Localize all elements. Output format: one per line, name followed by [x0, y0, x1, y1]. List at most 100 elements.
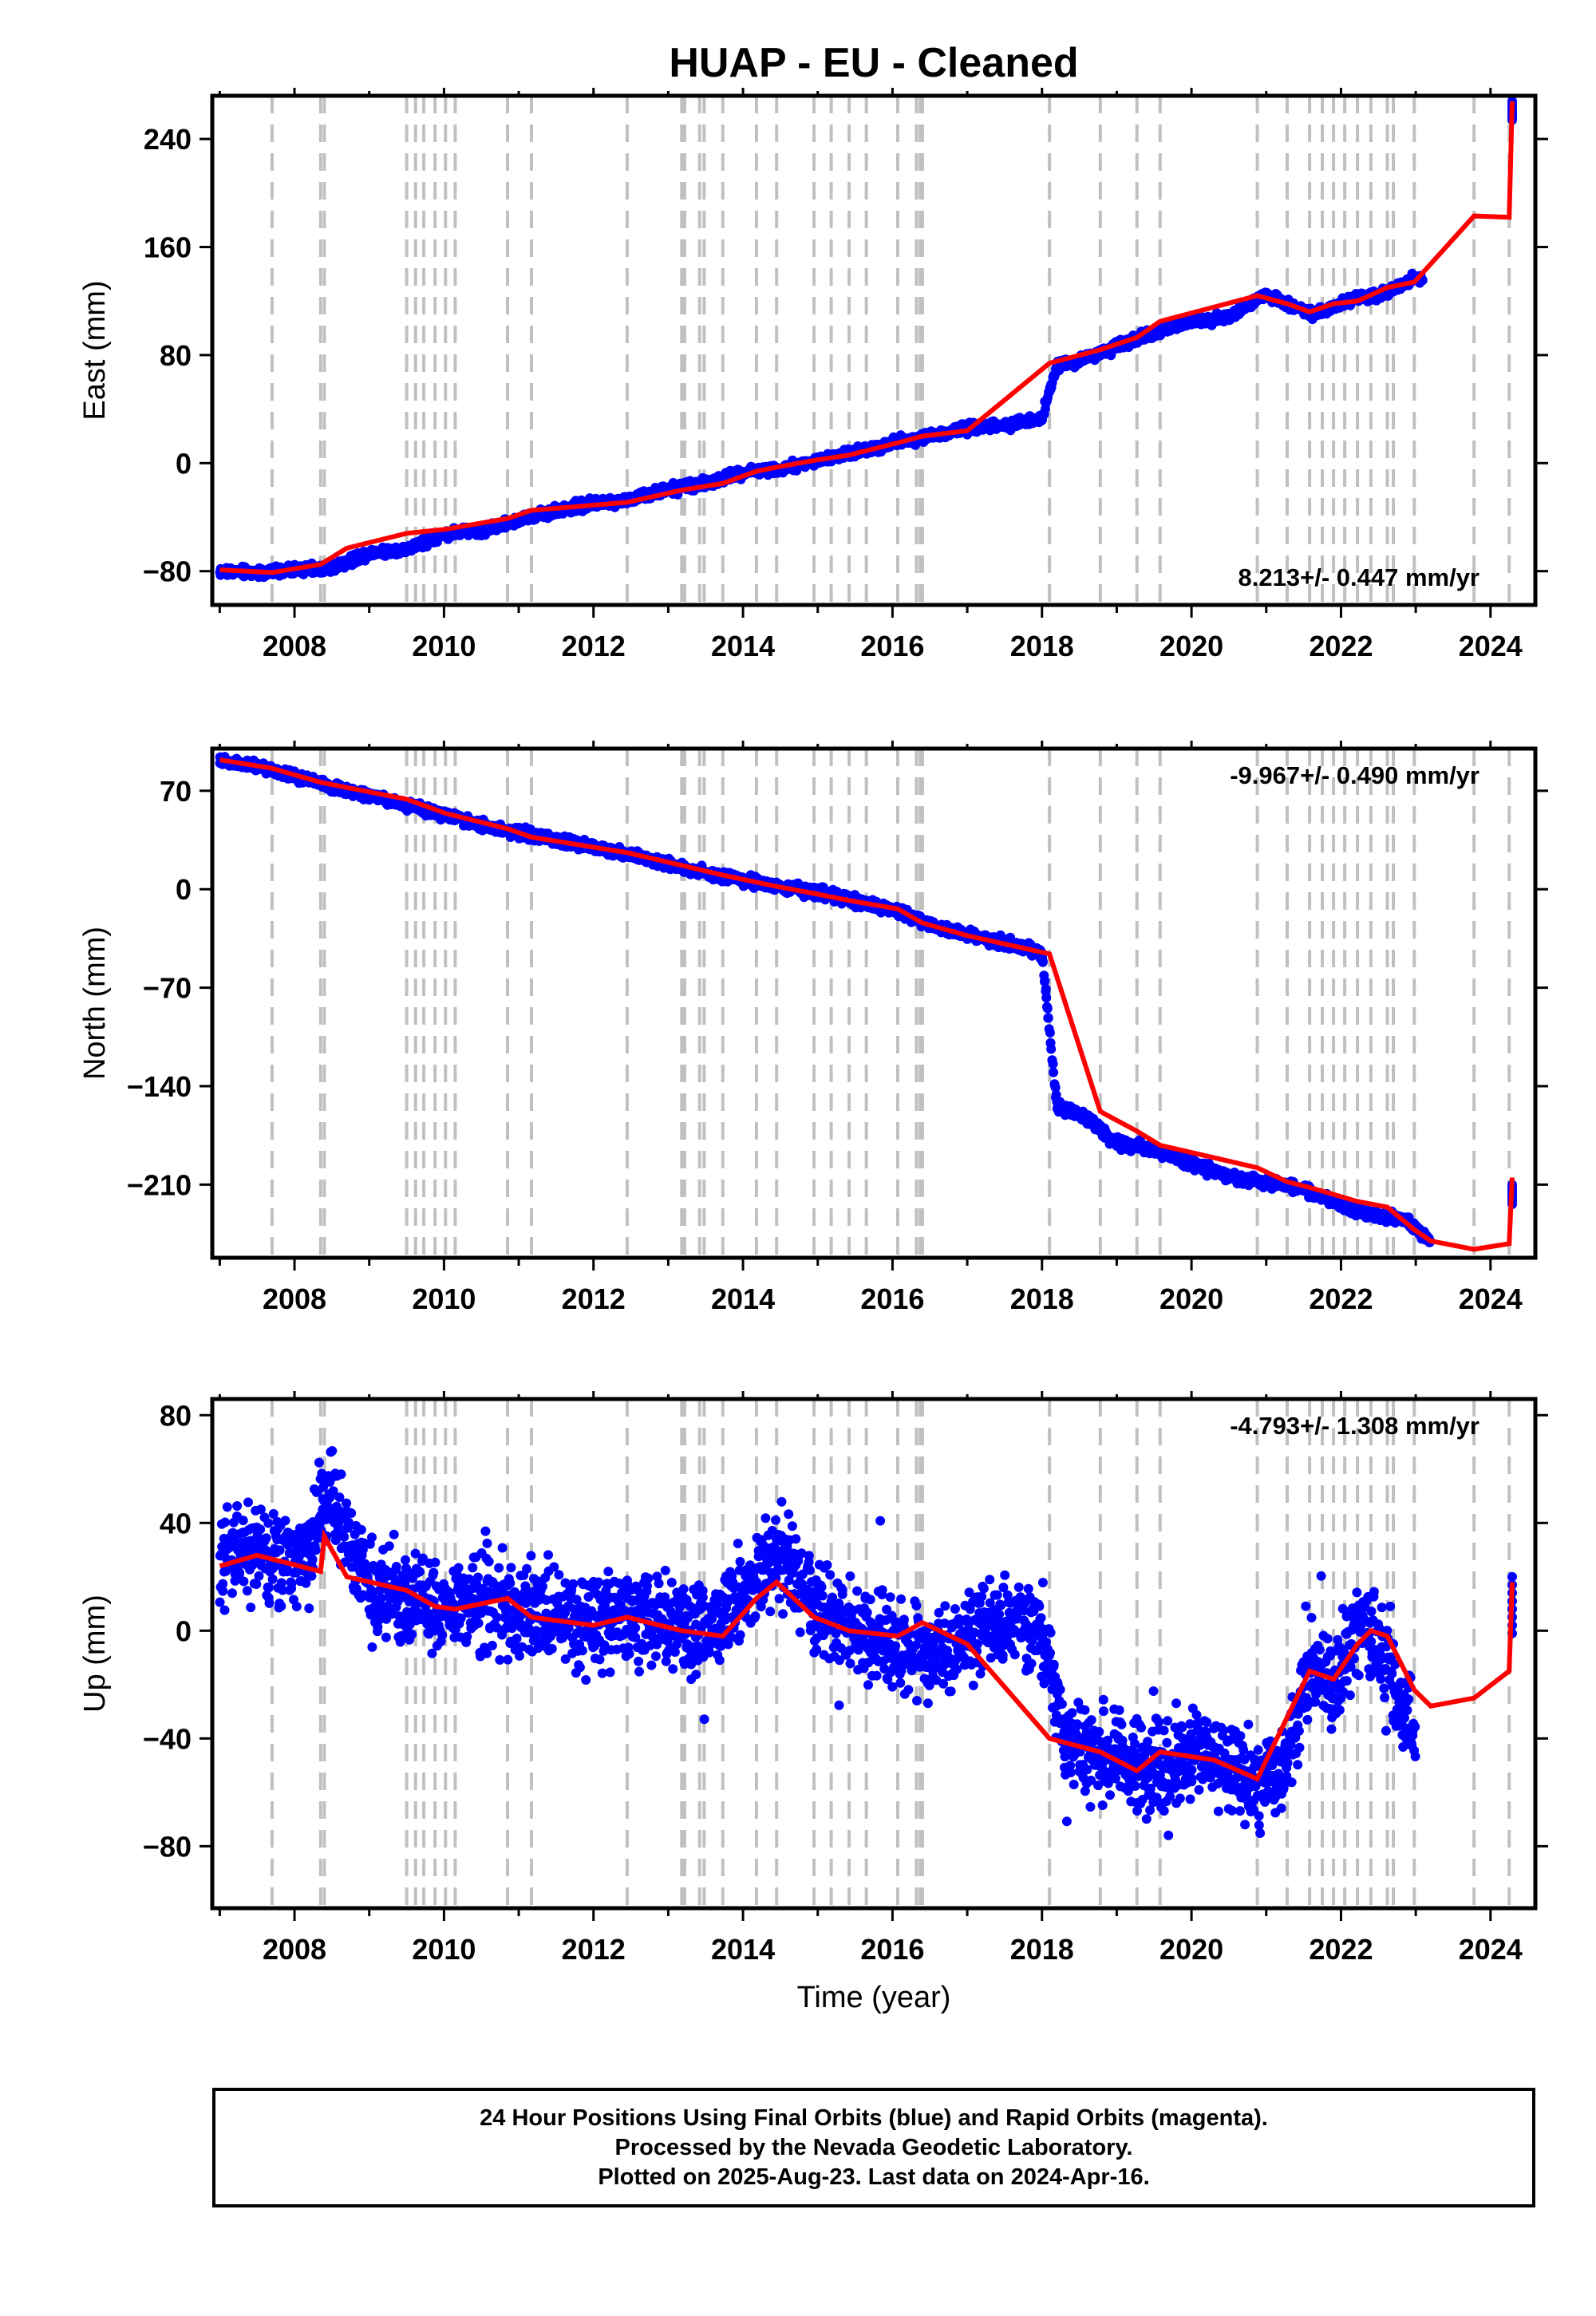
data-point: [1046, 1044, 1057, 1054]
data-point: [1045, 1028, 1055, 1037]
chart-panels: 2008 2010 2012 2014 2016 2018 2020 2022 2024 −80 0…: [78, 88, 1548, 1966]
model-line: [219, 757, 1515, 1252]
x-tick-label: 2024: [1459, 1282, 1523, 1315]
data-point: [318, 1482, 329, 1492]
data-point: [232, 1501, 243, 1511]
data-point: [327, 1446, 338, 1456]
data-point: [242, 1586, 252, 1596]
data-point: [1049, 1067, 1059, 1077]
data-point: [254, 1571, 264, 1581]
data-point: [286, 1579, 297, 1589]
chart-title: HUAP - EU - Cleaned: [669, 40, 1078, 86]
data-point: [276, 1601, 286, 1611]
x-tick-label: 2018: [1010, 630, 1074, 662]
rate-label: 8.213+/- 0.447 mm/yr: [1238, 563, 1479, 591]
data-point: [251, 1579, 262, 1589]
data-point: [334, 1492, 345, 1503]
x-tick-label: 2008: [263, 630, 326, 662]
data-point: [328, 1486, 338, 1496]
data-point: [339, 1531, 350, 1542]
panel-1: 2008 2010 2012 2014 2016 2018 2020 2022 2024−800…: [78, 88, 1548, 662]
x-axis: 2008 2010 2012 2014 2016 2018 2020 2022 2024: [218, 88, 1523, 662]
y-tick-label: 240: [144, 123, 192, 156]
panel-3: 2008 2010 2012 2014 2016 2018 2020 2022 2024−80−…: [78, 1391, 1548, 1966]
y-tick-label: 0: [176, 447, 192, 480]
x-axis: 2008 2010 2012 2014 2016 2018 2020 2022 2024: [218, 741, 1523, 1315]
data-point: [1040, 975, 1050, 986]
plot-frame: [210, 746, 1538, 1260]
data-point: [310, 1545, 321, 1555]
data-point: [215, 1597, 225, 1607]
x-tick-label: 2016: [860, 1282, 924, 1315]
x-tick-label: 2008: [263, 1282, 326, 1315]
data-point: [344, 1517, 354, 1528]
data-point: [307, 1555, 318, 1565]
x-tick-label: 2022: [1309, 1282, 1373, 1315]
x-tick-label: 2018: [1010, 1282, 1074, 1315]
data-point: [264, 1583, 274, 1593]
x-tick-label: 2010: [412, 1282, 476, 1315]
y-tick-label: 160: [144, 231, 192, 264]
y-tick-label: −140: [127, 1070, 192, 1103]
y-tick-label: −80: [143, 555, 192, 588]
data-point: [280, 1516, 290, 1526]
data-point: [255, 1524, 266, 1535]
data-point: [1037, 956, 1048, 966]
data-point: [218, 1579, 228, 1589]
model-line: [219, 101, 1515, 575]
x-tick-label: 2014: [711, 1282, 775, 1315]
data-point: [342, 1498, 352, 1508]
data-point: [219, 1605, 230, 1615]
x-tick-label: 2012: [562, 1282, 626, 1315]
data-point: [306, 1571, 317, 1581]
y-axis: −210 −140 −70 0 70: [127, 775, 1548, 1201]
data-point: [268, 1508, 279, 1519]
data-point: [220, 1517, 230, 1528]
step-epoch-lines: [270, 749, 1511, 1258]
y-tick-label: −70: [143, 972, 192, 1005]
data-point: [336, 1469, 346, 1480]
data-point: [1041, 984, 1051, 994]
data-point: [314, 1457, 324, 1468]
data-point: [246, 1603, 256, 1613]
data-point: [267, 1574, 278, 1584]
x-tick-label: 2020: [1159, 630, 1223, 662]
data-point: [1042, 1003, 1053, 1014]
data-point: [1048, 1059, 1058, 1069]
data-point: [346, 1508, 357, 1518]
data-point: [227, 1588, 237, 1599]
data-point: [238, 1516, 248, 1526]
data-point: [264, 1598, 275, 1608]
y-tick-label: −210: [127, 1168, 192, 1201]
x-tick-label: 2022: [1309, 630, 1373, 662]
data-points: [215, 752, 1517, 1247]
x-tick-label: 2014: [711, 630, 775, 662]
data-point: [222, 1502, 232, 1512]
data-point: [239, 1576, 249, 1587]
data-point: [1041, 993, 1052, 1003]
data-point: [291, 1602, 302, 1611]
data-point: [261, 1533, 271, 1543]
plot-frame: [210, 93, 1538, 607]
y-tick-label: 0: [176, 873, 192, 906]
data-point: [330, 1535, 341, 1545]
data-point: [1043, 1013, 1053, 1023]
x-tick-label: 2012: [562, 630, 626, 662]
data-point: [218, 1586, 228, 1596]
data-point: [1050, 1082, 1061, 1093]
x-tick-label: 2016: [860, 630, 924, 662]
panel-2: 2008 2010 2012 2014 2016 2018 2020 2022 2024−210…: [78, 741, 1548, 1315]
y-tick-label: 70: [160, 775, 192, 808]
x-tick-label: 2024: [1459, 630, 1523, 662]
data-point: [301, 1578, 311, 1588]
data-point: [275, 1545, 285, 1555]
data-point: [235, 1567, 245, 1578]
data-point: [278, 1585, 288, 1595]
data-point: [276, 1578, 286, 1588]
data-point: [243, 1497, 253, 1508]
data-point: [304, 1603, 314, 1614]
data-point: [263, 1518, 274, 1528]
data-point: [255, 1504, 266, 1515]
